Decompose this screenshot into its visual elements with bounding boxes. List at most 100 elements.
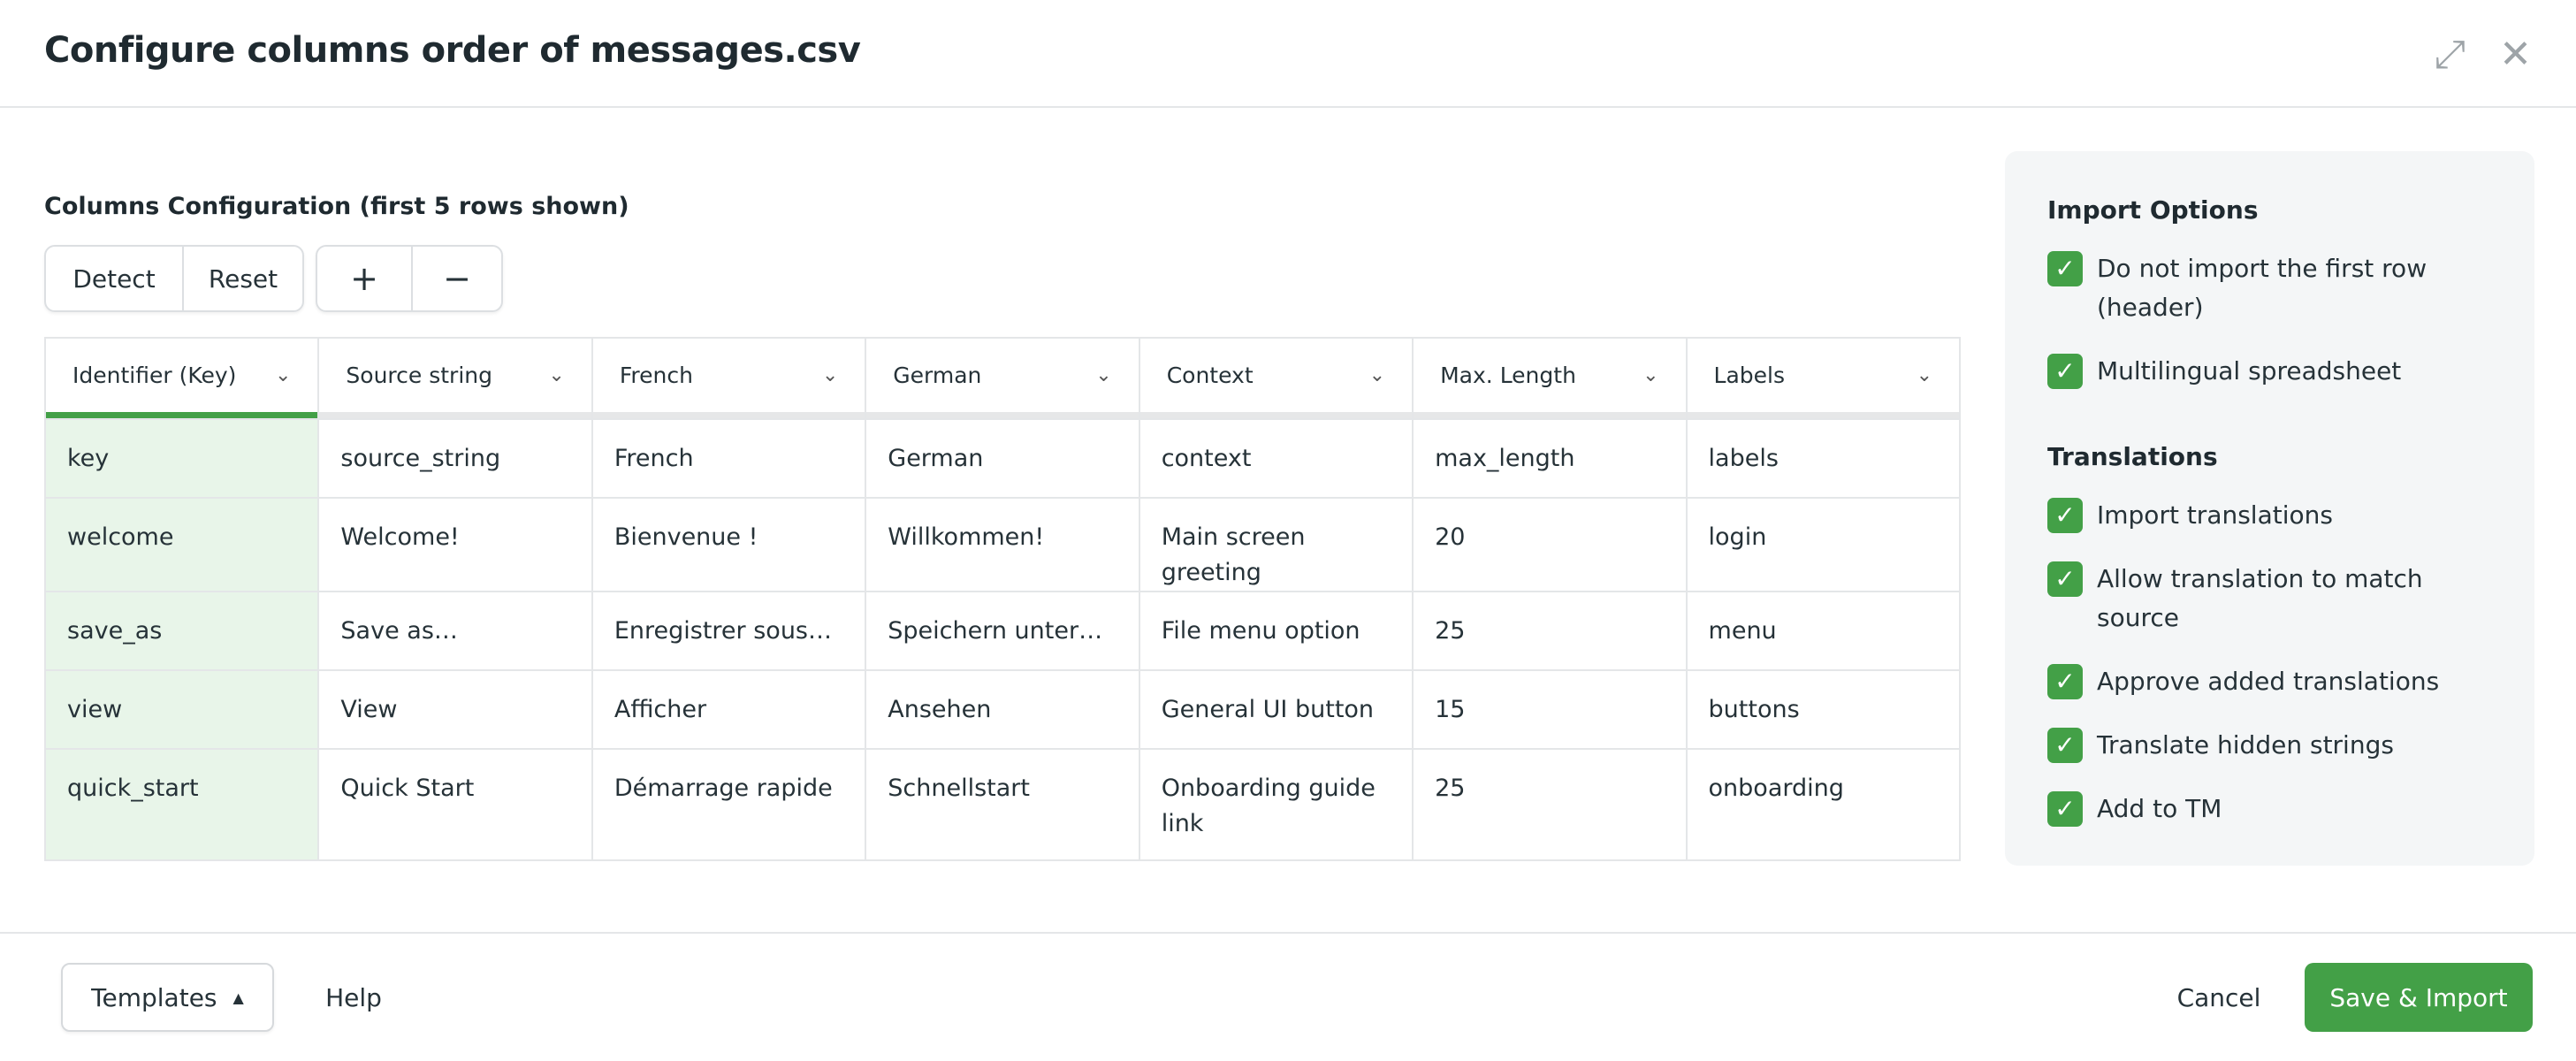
column-header-select[interactable]: Identifier (Key) ⌄ [43,337,320,412]
table-cell: onboarding [1685,748,1962,861]
option-label: Add to TM [2097,794,2222,823]
option-checkbox[interactable]: ✓ Do not import the first row (header) [2047,249,2492,327]
table-cell: Bienvenue ! [591,497,867,592]
table-row: welcome Welcome! Bienvenue ! Willkommen! Mai… [43,497,1962,592]
option-label: Allow translation to match source [2097,564,2423,632]
translations-title: Translations [2047,442,2218,471]
column-header-label: Context [1166,363,1254,388]
column-indicator [317,412,593,419]
option-checkbox[interactable]: ✓ Translate hidden strings [2047,726,2492,765]
table-row: save_as Save as… Enregistrer sous… Speicher… [43,591,1962,671]
column-indicator [1685,412,1962,419]
cancel-button[interactable]: Cancel [2176,982,2261,1012]
footer-divider [0,932,2576,934]
columns-table: Identifier (Key) ⌄ Source string ⌄ French ⌄ Ge… [43,337,1962,861]
column-header-select[interactable]: Max. Length ⌄ [1412,337,1688,412]
table-cell: Schnellstart [865,748,1140,861]
table-cell: key [43,418,320,499]
column-header-select[interactable]: Labels ⌄ [1685,337,1962,412]
table-cell: quick_start [43,748,320,861]
checkbox-checked-icon[interactable]: ✓ [2047,498,2083,533]
column-header-select[interactable]: Context ⌄ [1138,337,1414,412]
option-label: Import translations [2097,500,2333,530]
option-checkbox[interactable]: ✓ Import translations [2047,496,2492,535]
column-indicator [1412,412,1688,419]
table-cell: General UI button [1138,669,1414,750]
chevron-down-icon: ⌄ [1095,364,1112,386]
option-label: Approve added translations [2097,667,2440,696]
checkbox-checked-icon[interactable]: ✓ [2047,664,2083,699]
column-header-select[interactable]: French ⌄ [591,337,867,412]
table-cell: 25 [1412,591,1688,671]
close-icon[interactable]: ✕ [2499,32,2532,77]
table-cell: French [591,418,867,499]
checkbox-checked-icon[interactable]: ✓ [2047,728,2083,763]
chevron-down-icon: ⌄ [821,364,839,386]
table-cell: 20 [1412,497,1688,592]
caret-up-icon: ▲ [232,988,244,1006]
chevron-down-icon: ⌄ [1916,364,1932,386]
add-column-button[interactable]: + [350,259,378,298]
column-header-label: Max. Length [1440,363,1576,388]
column-header-select[interactable]: Source string ⌄ [317,337,593,412]
table-cell: save_as [43,591,320,671]
chevron-down-icon: ⌄ [548,364,565,386]
help-button[interactable]: Help [325,982,382,1012]
column-indicator [1138,412,1414,419]
table-cell: Onboarding guide link [1138,748,1414,861]
templates-label: Templates [91,982,217,1012]
expand-icon[interactable]: ⤢ [2434,32,2466,77]
table-cell: Save as… [317,591,593,671]
table-cell: View [317,669,593,750]
table-cell: German [865,418,1140,499]
table-row: key source_string French German context max_l… [43,418,1962,499]
column-header-select[interactable]: German ⌄ [865,337,1140,412]
table-cell: Quick Start [317,748,593,861]
column-header-label: Identifier (Key) [72,363,237,388]
dialog-title: Configure columns order of messages.csv [44,30,861,71]
table-cell: Main screen greeting [1138,497,1414,592]
table-cell: Speichern unter… [865,591,1140,671]
table-row: quick_start Quick Start Démarrage rapide Sc… [43,748,1962,861]
header-divider [0,106,2576,108]
table-cell: Welcome! [317,497,593,592]
import-options-title: Import Options [2047,195,2259,225]
table-cell: Démarrage rapide [591,748,867,861]
templates-button[interactable]: Templates ▲ [61,963,274,1032]
table-cell: labels [1685,418,1962,499]
table-cell: view [43,669,320,750]
column-indicator [865,412,1140,419]
column-header-label: German [893,363,982,388]
detect-button[interactable]: Detect [72,263,156,294]
table-cell: welcome [43,497,320,592]
table-cell: context [1138,418,1414,499]
checkbox-checked-icon[interactable]: ✓ [2047,251,2083,286]
option-label: Translate hidden strings [2097,730,2394,759]
option-checkbox[interactable]: ✓ Allow translation to match source [2047,560,2492,637]
chevron-down-icon: ⌄ [274,364,292,386]
table-cell: max_length [1412,418,1688,499]
table-cell: Enregistrer sous… [591,591,867,671]
table-cell: login [1685,497,1962,592]
table-cell: buttons [1685,669,1962,750]
checkbox-checked-icon[interactable]: ✓ [2047,791,2083,827]
remove-column-button[interactable]: − [411,247,501,310]
table-cell: 25 [1412,748,1688,861]
checkbox-checked-icon[interactable]: ✓ [2047,354,2083,389]
table-cell: Willkommen! [865,497,1140,592]
checkbox-checked-icon[interactable]: ✓ [2047,561,2083,597]
column-header-label: Source string [346,363,492,388]
table-cell: Ansehen [865,669,1140,750]
table-cell: 15 [1412,669,1688,750]
option-checkbox[interactable]: ✓ Multilingual spreadsheet [2047,352,2492,391]
column-mapped-indicator [43,412,320,419]
option-label: Do not import the first row (header) [2097,254,2427,322]
save-import-button[interactable]: Save & Import [2305,963,2533,1032]
chevron-down-icon: ⌄ [1368,364,1386,386]
reset-button[interactable]: Reset [182,247,302,310]
table-cell: source_string [317,418,593,499]
section-title: Columns Configuration (first 5 rows show… [44,193,629,220]
option-label: Multilingual spreadsheet [2097,356,2402,385]
option-checkbox[interactable]: ✓ Add to TM [2047,790,2492,828]
option-checkbox[interactable]: ✓ Approve added translations [2047,662,2492,701]
